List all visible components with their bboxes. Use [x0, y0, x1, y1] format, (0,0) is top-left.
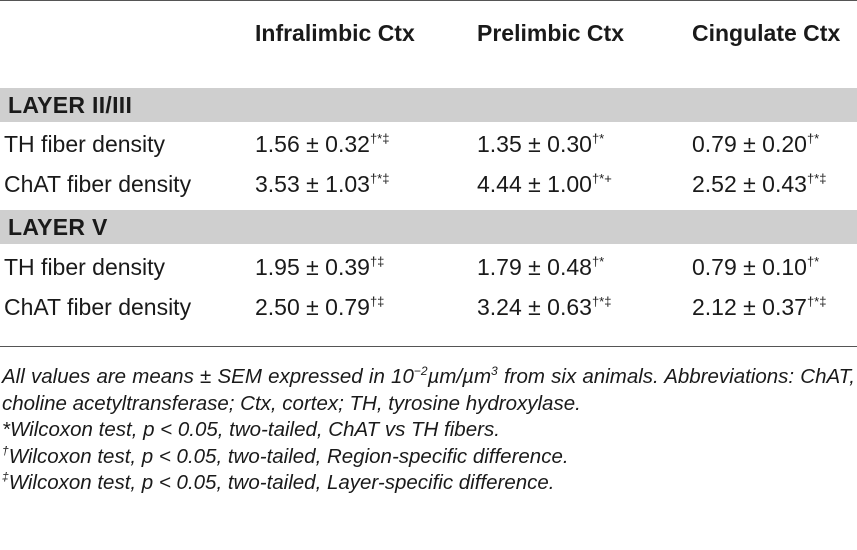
significance-marks: †‡: [369, 254, 385, 269]
significance-marks: †*‡: [369, 171, 390, 186]
footnote-exponent: 3: [491, 364, 498, 378]
values-footnote: All values are means ± SEM expressed in …: [2, 364, 855, 417]
table-cell: 2.52 ± 0.43†*‡: [692, 165, 826, 203]
table-bottom-rule: [0, 346, 857, 347]
section-header-layer-2-3: LAYER II/III: [0, 88, 857, 122]
footnote-text: µm/µm: [427, 365, 492, 388]
table-row: ChAT fiber density 3.53 ± 1.03†*‡ 4.44 ±…: [0, 165, 857, 203]
cell-value: 1.95 ± 0.39: [255, 254, 370, 280]
table-top-rule: [0, 0, 857, 1]
table-cell: 4.44 ± 1.00†*+: [477, 165, 612, 203]
table-cell: 2.12 ± 0.37†*‡: [692, 288, 826, 326]
significance-marks: †*‡: [806, 294, 827, 309]
table-footnotes: All values are means ± SEM expressed in …: [2, 364, 855, 497]
row-label: TH fiber density: [4, 254, 166, 280]
significance-marks: †*‡: [591, 294, 612, 309]
double-dagger-footnote: ‡Wilcoxon test, p < 0.05, two-tailed, La…: [2, 470, 855, 497]
significance-marks: †*: [591, 131, 605, 146]
section-label: LAYER V: [8, 214, 108, 240]
cell-value: 0.79 ± 0.20: [692, 131, 807, 157]
section-label: LAYER II/III: [8, 92, 133, 118]
cell-value: 1.79 ± 0.48: [477, 254, 592, 280]
column-header-infralimbic: Infralimbic Ctx: [255, 20, 415, 46]
cell-value: 1.35 ± 0.30: [477, 131, 592, 157]
significance-marks: †*‡: [806, 171, 827, 186]
cell-value: 1.56 ± 0.32: [255, 131, 370, 157]
table-cell: 2.50 ± 0.79†‡: [255, 288, 384, 326]
table-header-row: Infralimbic Ctx Prelimbic Ctx Cingulate …: [0, 14, 857, 52]
column-header-cingulate: Cingulate Ctx: [692, 20, 841, 46]
significance-marks: †*: [806, 254, 820, 269]
cell-value: 3.24 ± 0.63: [477, 294, 592, 320]
table-cell: 0.79 ± 0.20†*: [692, 125, 819, 163]
cell-value: 2.12 ± 0.37: [692, 294, 807, 320]
section-header-layer-5: LAYER V: [0, 210, 857, 244]
cell-value: 2.50 ± 0.79: [255, 294, 370, 320]
significance-marks: †*+: [591, 171, 612, 186]
row-label: TH fiber density: [4, 131, 166, 157]
significance-marks: †*: [806, 131, 820, 146]
row-label: ChAT fiber density: [4, 294, 192, 320]
row-label: ChAT fiber density: [4, 171, 192, 197]
table-cell: 1.95 ± 0.39†‡: [255, 248, 384, 286]
cell-value: 0.79 ± 0.10: [692, 254, 807, 280]
dagger-footnote: †Wilcoxon test, p < 0.05, two-tailed, Re…: [2, 444, 855, 471]
double-dagger-mark: ‡: [2, 470, 9, 484]
table-cell: 0.79 ± 0.10†*: [692, 248, 819, 286]
footnote-text: Wilcoxon test, p < 0.05, two-tailed, Reg…: [8, 444, 569, 468]
column-header-prelimbic: Prelimbic Ctx: [477, 20, 624, 46]
table-cell: 1.35 ± 0.30†*: [477, 125, 604, 163]
significance-marks: †‡: [369, 294, 385, 309]
significance-marks: †*‡: [369, 131, 390, 146]
cell-value: 4.44 ± 1.00: [477, 171, 592, 197]
table-row: TH fiber density 1.95 ± 0.39†‡ 1.79 ± 0.…: [0, 248, 857, 286]
dagger-mark: †: [2, 443, 9, 458]
footnote-text: All values are means ± SEM expressed in …: [2, 365, 414, 388]
cell-value: 3.53 ± 1.03: [255, 171, 370, 197]
table-cell: 3.53 ± 1.03†*‡: [255, 165, 389, 203]
table-row: ChAT fiber density 2.50 ± 0.79†‡ 3.24 ± …: [0, 288, 857, 326]
significance-marks: †*: [591, 254, 605, 269]
footnote-text: from six animals. Abbreviations: ChAT, c…: [2, 365, 855, 415]
table-row: TH fiber density 1.56 ± 0.32†*‡ 1.35 ± 0…: [0, 125, 857, 163]
table-cell: 1.79 ± 0.48†*: [477, 248, 604, 286]
table-cell: 3.24 ± 0.63†*‡: [477, 288, 611, 326]
cell-value: 2.52 ± 0.43: [692, 171, 807, 197]
star-footnote: *Wilcoxon test, p < 0.05, two-tailed, Ch…: [2, 418, 500, 441]
footnote-text: Wilcoxon test, p < 0.05, two-tailed, Lay…: [8, 471, 555, 494]
table-cell: 1.56 ± 0.32†*‡: [255, 125, 389, 163]
footnote-exponent: −2: [413, 364, 428, 378]
